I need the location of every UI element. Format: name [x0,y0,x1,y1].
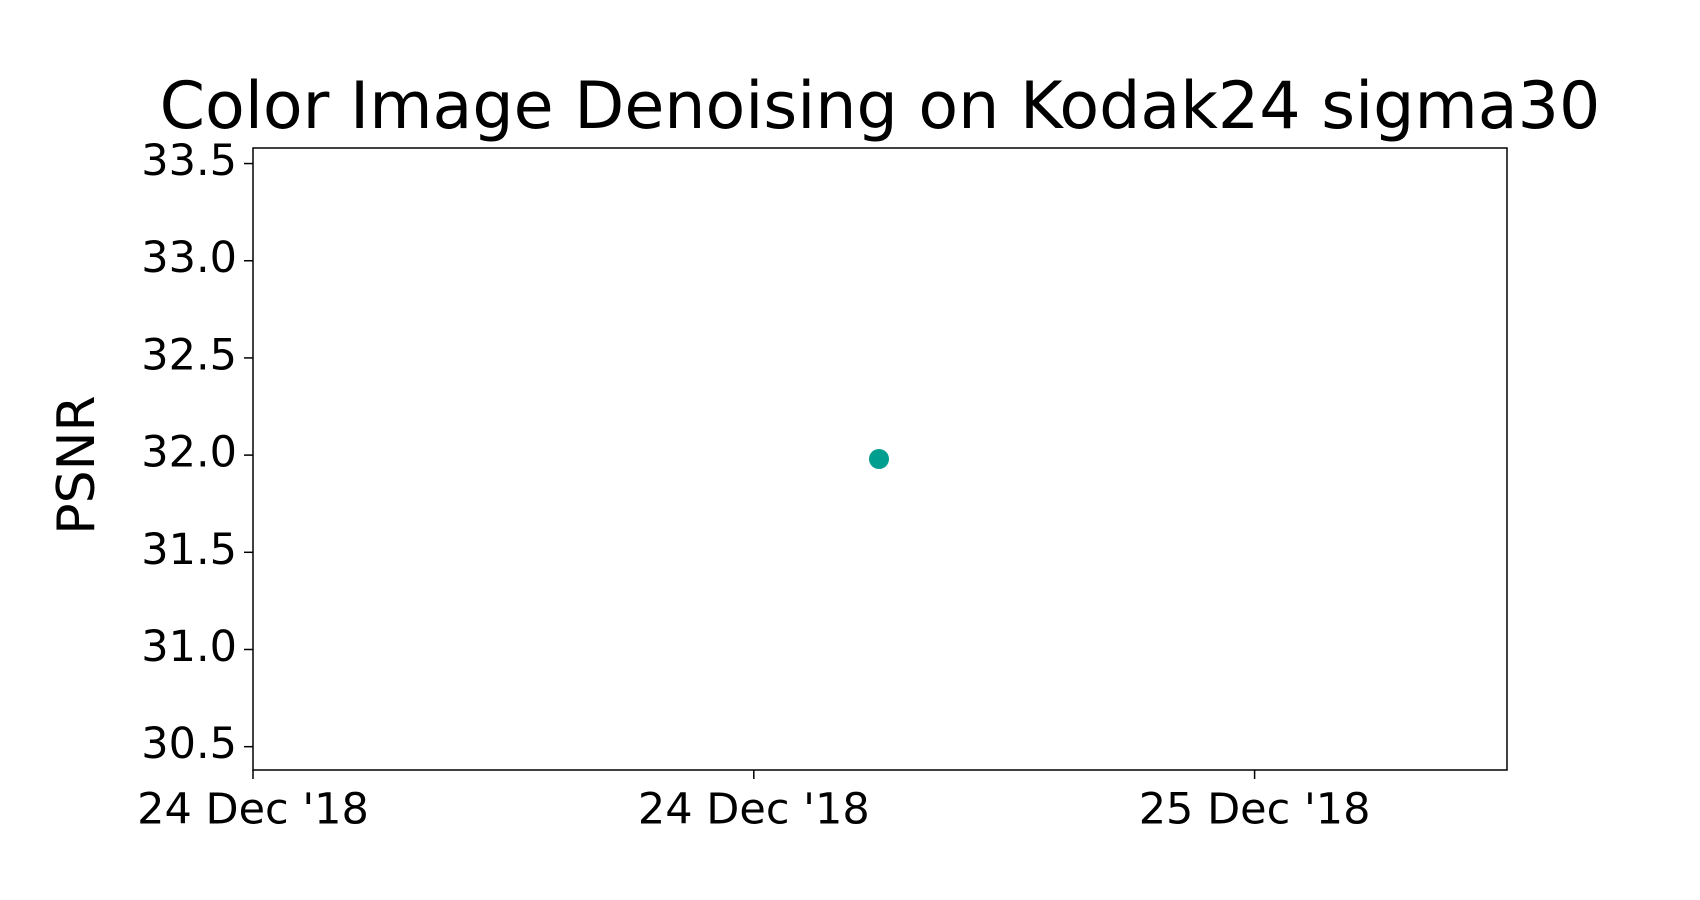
x-tick-label: 25 Dec '18 [1139,785,1371,835]
y-tick-label: 31.0 [141,622,237,672]
y-tick-label: 32.0 [141,428,237,478]
y-tick-label: 32.5 [141,330,237,380]
y-axis-label: PSNR [47,395,107,534]
y-tick-label: 30.5 [141,719,237,769]
x-tick-label: 24 Dec '18 [137,785,369,835]
scatter-point [868,449,889,469]
plot-frame [252,147,1508,771]
y-tick-label: 33.0 [141,233,237,283]
y-tick-label: 33.5 [141,136,237,186]
x-tick-label: 24 Dec '18 [638,785,870,835]
y-tick-label: 31.5 [141,525,237,575]
chart-title: Color Image Denoising on Kodak24 sigma30 [160,69,1601,144]
